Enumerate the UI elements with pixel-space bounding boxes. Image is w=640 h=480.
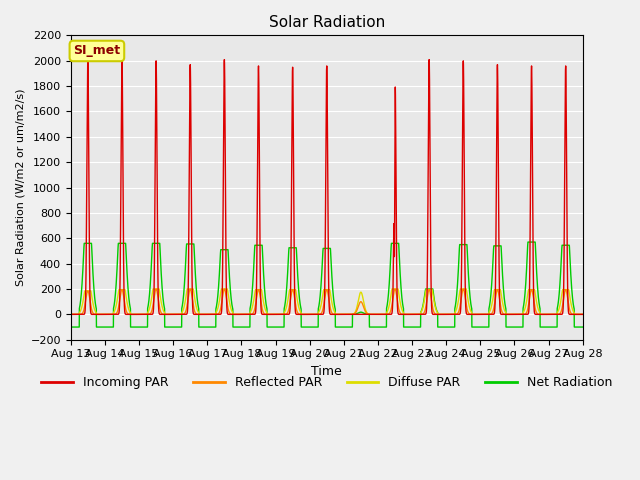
Diffuse PAR [149, 286, 157, 292]
Reflected PAR [152, 286, 160, 292]
Legend: Incoming PAR, Reflected PAR, Diffuse PAR, Net Radiation: Incoming PAR, Reflected PAR, Diffuse PAR… [36, 372, 617, 395]
Incoming PAR [470, 312, 477, 317]
Diffuse PAR [259, 293, 266, 299]
Incoming PAR [577, 312, 585, 317]
Reflected PAR [577, 312, 585, 317]
Incoming PAR [579, 312, 586, 317]
Line: Reflected PAR: Reflected PAR [71, 289, 582, 314]
Reflected PAR [259, 307, 266, 313]
Net Radiation [177, 324, 184, 330]
Diffuse PAR [470, 312, 477, 317]
Diffuse PAR [67, 312, 75, 317]
Line: Incoming PAR: Incoming PAR [71, 53, 582, 314]
Y-axis label: Solar Radiation (W/m2 or um/m2/s): Solar Radiation (W/m2 or um/m2/s) [15, 89, 25, 286]
Diffuse PAR [397, 304, 405, 310]
Net Radiation [171, 324, 179, 330]
Diffuse PAR [177, 312, 184, 317]
Incoming PAR [397, 312, 405, 317]
Incoming PAR [84, 50, 92, 56]
Incoming PAR [171, 312, 179, 317]
Net Radiation [259, 247, 266, 253]
Reflected PAR [470, 312, 477, 317]
Net Radiation [67, 324, 75, 330]
Incoming PAR [259, 312, 266, 317]
Net Radiation [524, 239, 532, 245]
Reflected PAR [67, 312, 75, 317]
Diffuse PAR [577, 312, 585, 317]
Net Radiation [577, 324, 585, 330]
Incoming PAR [177, 312, 184, 317]
Diffuse PAR [171, 312, 179, 317]
Reflected PAR [397, 311, 405, 317]
Diffuse PAR [579, 312, 586, 317]
Line: Diffuse PAR: Diffuse PAR [71, 289, 582, 314]
Reflected PAR [171, 312, 179, 317]
Net Radiation [470, 324, 477, 330]
Line: Net Radiation: Net Radiation [71, 242, 582, 327]
Incoming PAR [67, 312, 75, 317]
X-axis label: Time: Time [311, 365, 342, 378]
Reflected PAR [177, 312, 184, 317]
Reflected PAR [579, 312, 586, 317]
Net Radiation [579, 324, 586, 330]
Text: SI_met: SI_met [74, 45, 120, 58]
Net Radiation [397, 285, 405, 291]
Title: Solar Radiation: Solar Radiation [269, 15, 385, 30]
Incoming PAR [340, 312, 348, 317]
